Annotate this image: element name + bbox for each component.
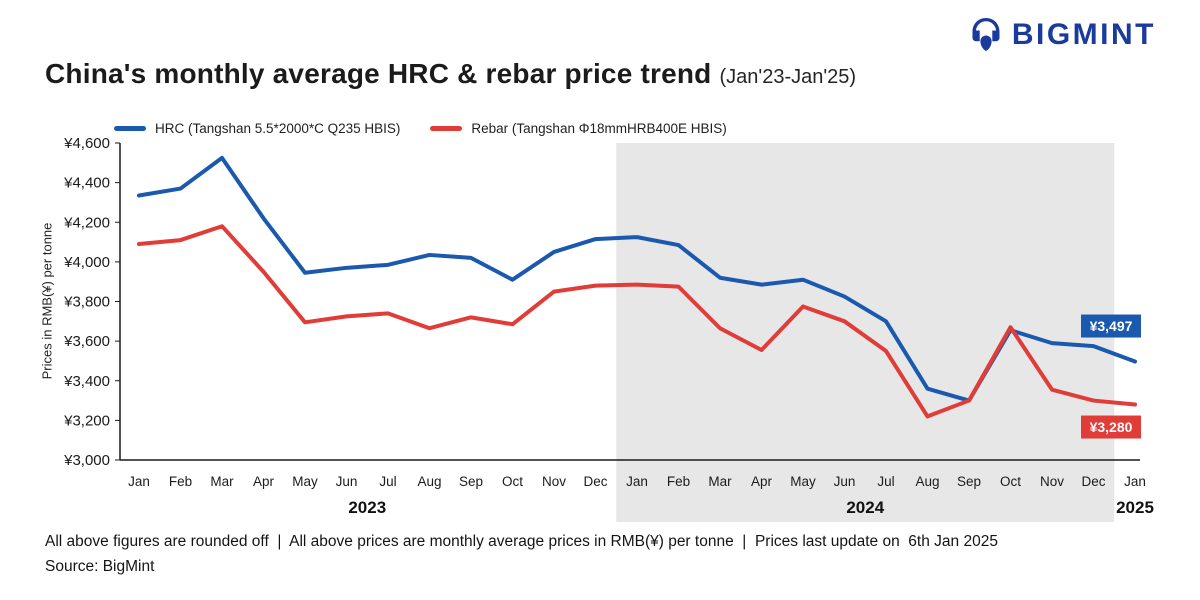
rebar-line-swatch	[430, 126, 463, 131]
footer: All above figures are rounded off | All …	[45, 530, 998, 580]
x-tick-label: Dec	[1081, 474, 1105, 489]
x-tick-label: Nov	[1040, 474, 1064, 489]
year-label-2023: 2023	[348, 498, 386, 517]
x-tick-label: Jan	[1124, 474, 1146, 489]
x-tick-label: Nov	[542, 474, 566, 489]
year-label-2025: 2025	[1116, 498, 1154, 517]
x-tick-label: Oct	[502, 474, 523, 489]
source-note: Source: BigMint	[45, 557, 155, 575]
y-tick-label: ¥4,000	[63, 254, 110, 271]
x-tick-label: Sep	[459, 474, 483, 489]
footer-note: All above figures are rounded off | All …	[45, 533, 998, 550]
y-tick-label: ¥3,000	[63, 452, 110, 469]
legend-item-rebar: Rebar (Tangshan Φ18mmHRB400E HBIS)	[430, 121, 727, 136]
x-tick-label: Feb	[169, 474, 192, 489]
year-label-2024: 2024	[846, 498, 884, 517]
legend-item-hrc: HRC (Tangshan 5.5*2000*C Q235 HBIS)	[114, 121, 400, 136]
x-tick-label: Aug	[417, 474, 441, 489]
y-axis-label: Prices in RMB(¥) per tonne	[39, 222, 55, 380]
x-tick-label: Jun	[834, 474, 856, 489]
x-tick-label: Mar	[210, 474, 234, 489]
rebar-line	[137, 224, 1137, 419]
value-badge-text: ¥3,280	[1090, 419, 1133, 435]
y-tick-label: ¥3,800	[63, 294, 110, 311]
x-tick-label: Apr	[751, 474, 773, 489]
value-badge-text: ¥3,497	[1090, 318, 1133, 334]
hrc-line-swatch	[114, 126, 146, 131]
x-tick-label: Jan	[626, 474, 648, 489]
x-tick-label: May	[292, 474, 318, 489]
y-tick-label: ¥4,400	[63, 175, 110, 192]
legend: HRC (Tangshan 5.5*2000*C Q235 HBIS) Reba…	[114, 121, 727, 136]
x-tick-label: Dec	[583, 474, 607, 489]
x-tick-label: Jun	[336, 474, 358, 489]
x-tick-label: May	[790, 474, 816, 489]
bigmint-logo-text: BIGMINT	[1011, 17, 1156, 51]
y-tick-label: ¥4,200	[63, 214, 110, 231]
y-tick-label: ¥3,200	[63, 412, 110, 429]
bigmint-logo-icon	[969, 16, 1003, 53]
x-tick-label: Jul	[379, 474, 396, 489]
bigmint-logo: BIGMINT	[969, 16, 1156, 53]
x-tick-label: Apr	[253, 474, 275, 489]
page-title: China's monthly average HRC & rebar pric…	[45, 58, 856, 90]
x-tick-label: Mar	[708, 474, 732, 489]
y-tick-label: ¥3,400	[63, 373, 110, 390]
y-tick-label: ¥4,600	[63, 135, 110, 152]
shaded-band-2024	[616, 143, 1115, 522]
x-tick-label: Sep	[957, 474, 981, 489]
legend-label-rebar: Rebar (Tangshan Φ18mmHRB400E HBIS)	[471, 121, 727, 136]
chart-subtitle: (Jan'23-Jan'25)	[719, 66, 857, 88]
y-tick-label: ¥3,600	[63, 333, 110, 350]
value-badge	[1081, 314, 1141, 338]
x-tick-label: Aug	[915, 474, 939, 489]
chart-title: China's monthly average HRC & rebar pric…	[45, 58, 712, 89]
x-tick-label: Feb	[667, 474, 690, 489]
legend-label-hrc: HRC (Tangshan 5.5*2000*C Q235 HBIS)	[155, 121, 401, 136]
x-tick-label: Jan	[128, 474, 150, 489]
x-tick-label: Oct	[1000, 474, 1021, 489]
value-badge	[1081, 415, 1141, 439]
x-tick-label: Jul	[877, 474, 894, 489]
